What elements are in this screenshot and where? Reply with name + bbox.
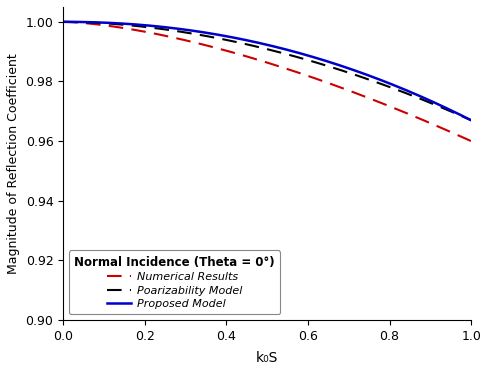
Poarizability Model bbox=[60, 20, 66, 24]
Y-axis label: Magnitude of Reflection Coefficient: Magnitude of Reflection Coefficient bbox=[7, 53, 20, 274]
Numerical Results bbox=[102, 23, 108, 28]
Numerical Results bbox=[378, 101, 384, 105]
Proposed Model bbox=[60, 20, 66, 24]
Poarizability Model bbox=[225, 38, 231, 42]
Legend: Numerical Results, Poarizability Model, Proposed Model: Numerical Results, Poarizability Model, … bbox=[69, 250, 281, 314]
Numerical Results bbox=[60, 20, 66, 24]
Poarizability Model bbox=[468, 118, 474, 122]
Numerical Results bbox=[240, 53, 246, 58]
Numerical Results bbox=[386, 104, 391, 108]
Line: Poarizability Model: Poarizability Model bbox=[63, 22, 471, 120]
Proposed Model bbox=[378, 78, 384, 83]
Proposed Model bbox=[240, 37, 246, 42]
Line: Proposed Model: Proposed Model bbox=[63, 22, 471, 120]
Poarizability Model bbox=[386, 84, 391, 89]
Line: Numerical Results: Numerical Results bbox=[63, 22, 471, 141]
Poarizability Model bbox=[240, 41, 246, 46]
Proposed Model bbox=[340, 64, 346, 69]
Proposed Model bbox=[102, 20, 108, 25]
Numerical Results bbox=[468, 139, 474, 143]
Proposed Model bbox=[225, 34, 231, 39]
Poarizability Model bbox=[102, 21, 108, 26]
Poarizability Model bbox=[378, 82, 384, 86]
Poarizability Model bbox=[340, 69, 346, 73]
Numerical Results bbox=[225, 49, 231, 54]
Proposed Model bbox=[468, 118, 474, 122]
X-axis label: k₀S: k₀S bbox=[256, 351, 278, 365]
Numerical Results bbox=[340, 86, 346, 91]
Proposed Model bbox=[386, 81, 391, 85]
